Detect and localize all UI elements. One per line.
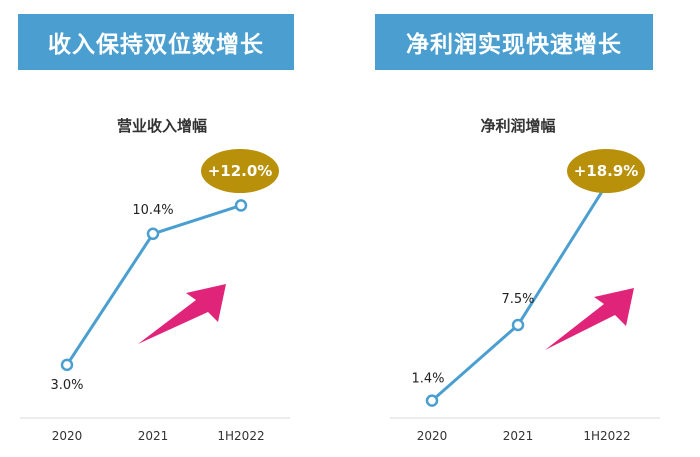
net-profit-tick-label: 2020 xyxy=(417,429,448,443)
revenue-chart-title: 营业收入增幅 xyxy=(117,117,207,135)
net-profit-chart: 净利润增幅 1.4% 2020 7.5% 2021 1H2022 +18.9% xyxy=(390,117,660,443)
revenue-growth-badge-label: +12.0% xyxy=(208,162,273,180)
revenue-tick-label: 2020 xyxy=(52,429,83,443)
net-profit-data-label: 1.4% xyxy=(411,372,444,387)
revenue-tick-label: 1H2022 xyxy=(217,429,264,443)
revenue-tick-label: 2021 xyxy=(138,429,169,443)
net-profit-chart-title: 净利润增幅 xyxy=(480,117,555,135)
net-profit-point-2021 xyxy=(511,318,525,332)
left-panel-banner: 收入保持双位数增长 xyxy=(18,14,294,70)
revenue-data-label: 10.4% xyxy=(132,203,173,218)
revenue-data-label: 3.0% xyxy=(50,378,83,393)
net-profit-growth-badge xyxy=(567,149,645,193)
revenue-point-2020 xyxy=(60,358,74,372)
net-profit-point-2020 xyxy=(425,394,439,407)
right-panel-banner: 净利润实现快速增长 xyxy=(375,14,653,70)
revenue-growth-badge xyxy=(201,149,279,193)
net-profit-growth-badge-label: +18.9% xyxy=(574,162,639,180)
net-profit-plot: 1.4% 2020 7.5% 2021 1H2022 +18.9% xyxy=(411,149,645,443)
revenue-plot: 3.0% 2020 10.4% 2021 1H2022 +12.0% xyxy=(50,149,279,443)
revenue-point-1h2022 xyxy=(234,199,248,212)
revenue-chart: 营业收入增幅 3.0% 2020 10.4% 2021 1H2022 +12.0% xyxy=(20,117,290,443)
net-profit-tick-label: 2021 xyxy=(503,429,534,443)
net-profit-data-label: 7.5% xyxy=(501,292,534,307)
net-profit-tick-label: 1H2022 xyxy=(583,429,630,443)
net-profit-growth-arrow-icon xyxy=(545,288,634,350)
revenue-point-2021 xyxy=(146,227,160,241)
revenue-growth-arrow-icon xyxy=(138,284,226,344)
